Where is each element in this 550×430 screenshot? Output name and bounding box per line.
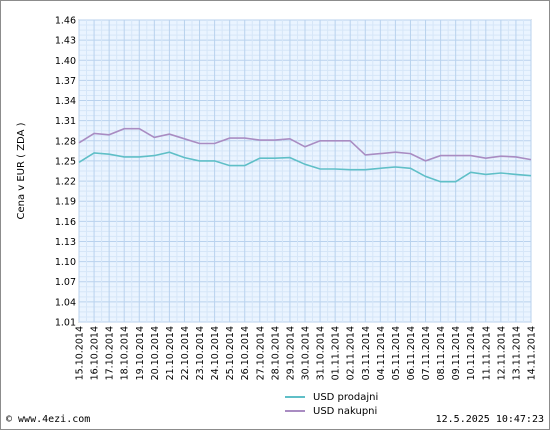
- x-tick-label: 26.10.2014: [240, 326, 251, 380]
- x-tick-label: 23.10.2014: [195, 326, 206, 380]
- x-tick-label: 06.11.2014: [406, 326, 417, 380]
- y-tick-label: 1.25: [55, 156, 76, 167]
- x-tick-label: 11.11.2014: [481, 326, 492, 380]
- series-line-usd-prodajni: [78, 151, 532, 183]
- series-line-usd-nakupni: [78, 127, 532, 162]
- x-tick-label: 30.10.2014: [301, 326, 312, 380]
- x-tick-label: 31.10.2014: [316, 326, 327, 380]
- x-tick-label: 29.10.2014: [285, 326, 296, 380]
- x-axis-ticks: 15.10.2014 16.10.2014 17.10.2014 18.10.2014…: [75, 326, 538, 380]
- x-tick-label: 10.11.2014: [466, 326, 477, 380]
- y-axis-ticks: 1.46 1.43 1.40 1.37 1.34 1.31 1.28 1.25 1.22 1.19…: [55, 16, 76, 329]
- y-tick-label: 1.10: [55, 257, 76, 268]
- x-tick-label: 07.11.2014: [421, 326, 432, 380]
- x-tick-label: 19.10.2014: [135, 326, 146, 380]
- y-tick-label: 1.19: [55, 197, 76, 208]
- x-tick-label: 20.10.2014: [150, 326, 161, 380]
- x-tick-label: 13.11.2014: [511, 326, 522, 380]
- legend-label-usd-nakupni: USD nakupni: [313, 406, 377, 417]
- x-tick-label: 09.11.2014: [451, 326, 462, 380]
- footer-timestamp: 12.5.2025 10:47:23: [435, 414, 544, 425]
- grid: [78, 19, 532, 323]
- x-tick-label: 15.10.2014: [75, 326, 86, 380]
- x-tick-label: 25.10.2014: [225, 326, 236, 380]
- legend-label-usd-prodajni: USD prodajni: [313, 392, 378, 403]
- y-tick-label: 1.43: [55, 36, 76, 47]
- series-lines: [78, 127, 532, 183]
- x-tick-label: 27.10.2014: [255, 326, 266, 380]
- x-tick-label: 12.11.2014: [496, 326, 507, 380]
- x-tick-label: 03.11.2014: [361, 326, 372, 380]
- y-axis-label: Cena v EUR ( ZDA ): [16, 122, 27, 219]
- x-tick-label: 28.10.2014: [270, 326, 281, 380]
- y-tick-label: 1.34: [55, 96, 76, 107]
- footer-copyright: © www.4ezi.com: [6, 414, 91, 425]
- x-tick-label: 14.11.2014: [527, 326, 538, 380]
- y-tick-label: 1.16: [55, 217, 76, 228]
- x-tick-label: 04.11.2014: [376, 326, 387, 380]
- legend: USD prodajni USD nakupni: [285, 392, 378, 417]
- x-tick-label: 21.10.2014: [165, 326, 176, 380]
- y-tick-label: 1.13: [55, 237, 76, 248]
- x-tick-label: 08.11.2014: [436, 326, 447, 380]
- x-tick-label: 22.10.2014: [180, 326, 191, 380]
- y-tick-label: 1.46: [55, 16, 76, 27]
- x-tick-label: 18.10.2014: [120, 326, 131, 380]
- y-tick-label: 1.07: [55, 277, 76, 288]
- x-tick-label: 17.10.2014: [105, 326, 116, 380]
- y-tick-label: 1.04: [55, 297, 76, 308]
- x-tick-label: 05.11.2014: [391, 326, 402, 380]
- y-tick-label: 1.37: [55, 76, 76, 87]
- x-tick-label: 16.10.2014: [90, 326, 101, 380]
- y-tick-label: 1.31: [55, 116, 76, 127]
- x-tick-label: 01.11.2014: [331, 326, 342, 380]
- y-tick-label: 1.28: [55, 136, 76, 147]
- y-tick-label: 1.22: [55, 177, 76, 188]
- y-tick-label: 1.01: [55, 318, 76, 329]
- x-tick-label: 02.11.2014: [346, 326, 357, 380]
- x-tick-label: 24.10.2014: [210, 326, 221, 380]
- y-tick-label: 1.40: [55, 56, 76, 67]
